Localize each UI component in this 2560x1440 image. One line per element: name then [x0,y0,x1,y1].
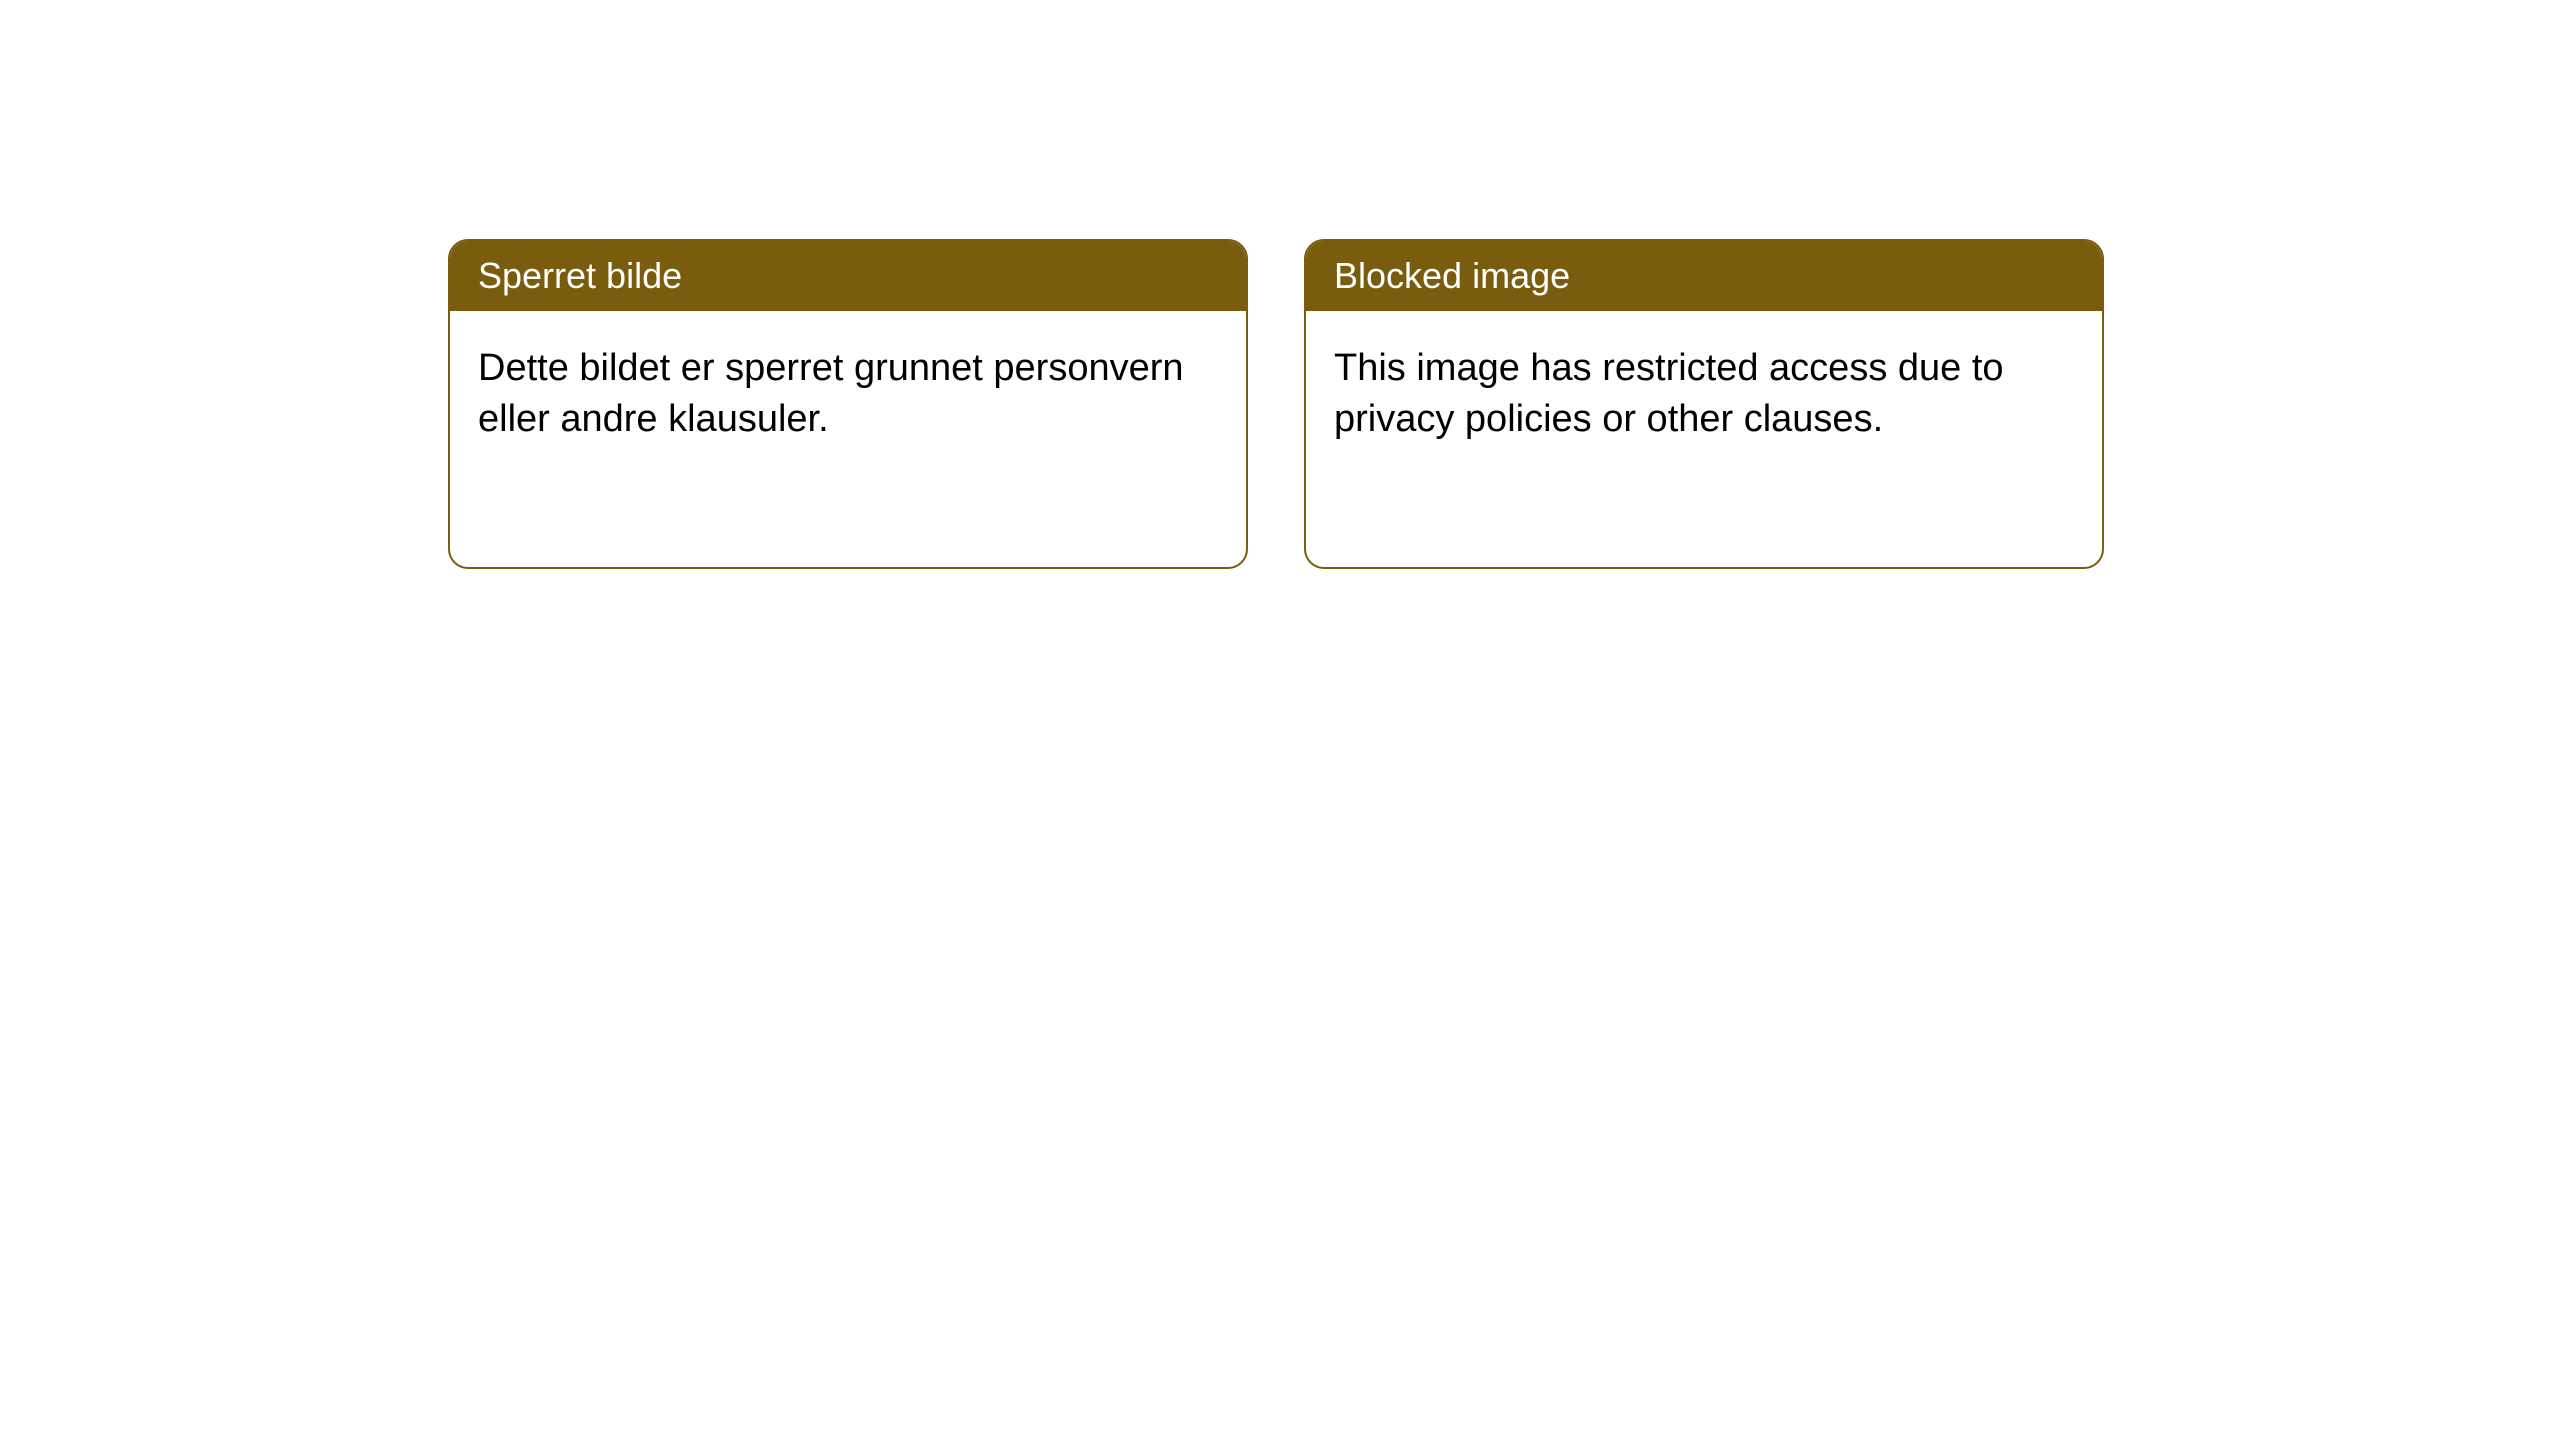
notice-text: Dette bildet er sperret grunnet personve… [478,347,1184,440]
notice-title: Blocked image [1334,255,1570,296]
notice-header: Blocked image [1306,241,2102,311]
notice-text: This image has restricted access due to … [1334,347,2004,440]
notice-container: Sperret bilde Dette bildet er sperret gr… [448,239,2104,569]
notice-title: Sperret bilde [478,255,682,296]
notice-card-norwegian: Sperret bilde Dette bildet er sperret gr… [448,239,1248,569]
notice-body: Dette bildet er sperret grunnet personve… [450,311,1246,478]
notice-body: This image has restricted access due to … [1306,311,2102,478]
notice-header: Sperret bilde [450,241,1246,311]
notice-card-english: Blocked image This image has restricted … [1304,239,2104,569]
